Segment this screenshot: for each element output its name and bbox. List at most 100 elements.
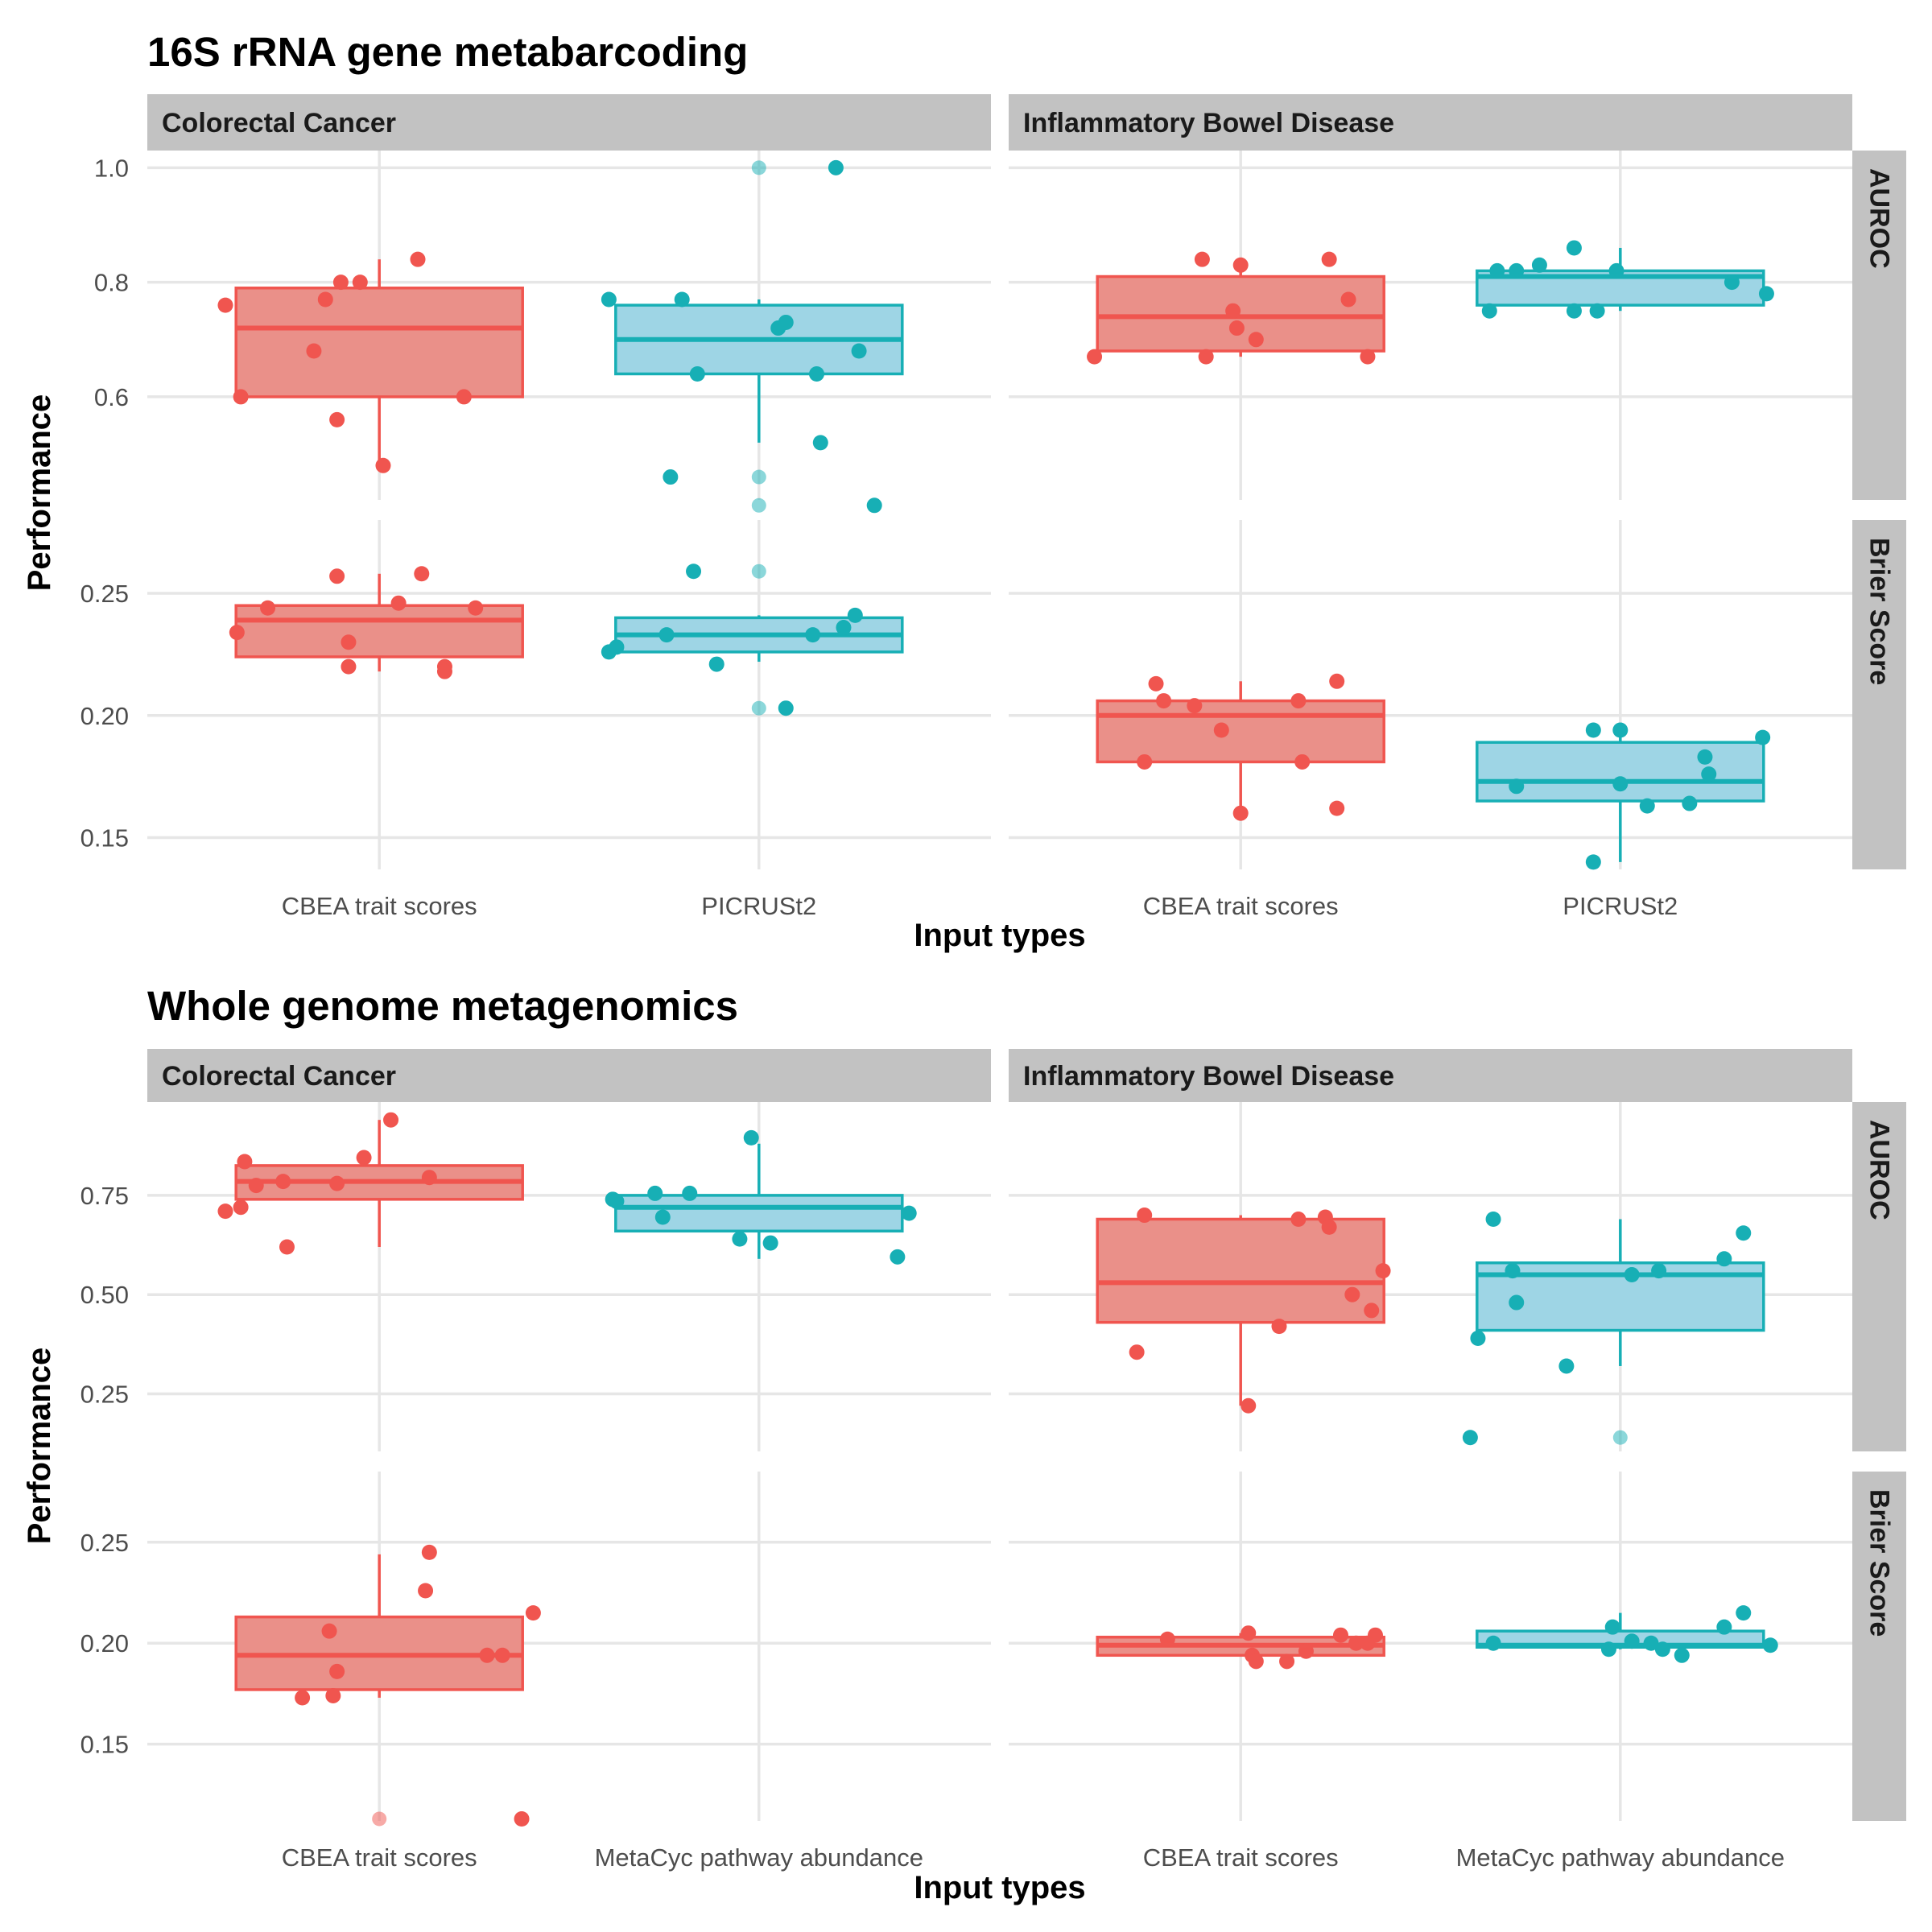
jitter-point (1624, 1633, 1640, 1649)
jitter-point (1470, 1330, 1486, 1346)
x-axis-title: Input types (914, 918, 1085, 953)
jitter-point (743, 1129, 759, 1146)
jitter-point (233, 1199, 249, 1216)
jitter-point (1194, 251, 1210, 267)
y-tick-label: 0.8 (94, 269, 129, 297)
jitter-point (306, 343, 322, 359)
jitter-point (1600, 1641, 1616, 1657)
facet-panel (147, 497, 991, 869)
x-tick-label: MetaCyc pathway abundance (1456, 1843, 1785, 1872)
y-tick-label: 0.25 (80, 1380, 129, 1408)
outlier-point (751, 469, 766, 485)
jitter-point (686, 564, 702, 580)
jitter-point (1348, 1635, 1364, 1651)
jitter-point (1329, 673, 1345, 689)
x-tick-label: CBEA trait scores (1143, 1843, 1339, 1872)
jitter-point (1248, 332, 1264, 348)
jitter-point (1137, 753, 1153, 770)
jitter-point (479, 1647, 495, 1663)
jitter-point (778, 700, 794, 716)
jitter-point (1344, 1286, 1360, 1302)
jitter-point (1271, 1319, 1287, 1335)
x-tick-label: CBEA trait scores (1143, 892, 1339, 920)
jitter-point (1248, 1653, 1264, 1670)
jitter-point (1654, 1641, 1670, 1657)
jitter-point (1585, 854, 1601, 870)
jitter-point (279, 1239, 295, 1255)
outlier-point (372, 1811, 387, 1827)
jitter-point (352, 275, 368, 291)
y-tick-label: 0.25 (80, 580, 129, 608)
jitter-point (1321, 1219, 1337, 1235)
jitter-point (1716, 1619, 1732, 1635)
jitter-point (1639, 798, 1655, 814)
jitter-point (762, 1235, 778, 1251)
jitter-point (418, 1583, 434, 1599)
jitter-point (1290, 693, 1307, 709)
jitter-point (682, 1185, 698, 1201)
jitter-point (1137, 1208, 1153, 1224)
y-tick-label: 0.15 (80, 824, 129, 852)
jitter-point (663, 469, 679, 485)
jitter-point (1087, 349, 1103, 365)
jitter-point (1612, 776, 1629, 792)
jitter-point (1489, 262, 1505, 279)
jitter-point (1566, 240, 1582, 256)
jitter-point (647, 1185, 663, 1201)
jitter-point (414, 566, 430, 582)
jitter-point (601, 291, 617, 308)
jitter-point (828, 159, 844, 175)
jitter-point (233, 389, 249, 405)
jitter-point (329, 1663, 345, 1679)
jitter-point (1701, 766, 1717, 782)
jitter-point (1509, 262, 1525, 279)
jitter-point (689, 365, 705, 382)
jitter-point (1198, 349, 1214, 365)
jitter-point (321, 1623, 337, 1639)
jitter-point (1716, 1251, 1732, 1267)
jitter-point (237, 1154, 253, 1170)
jitter-point (514, 1810, 530, 1827)
jitter-point (609, 1193, 625, 1209)
facet-panel (1009, 520, 1852, 870)
facet-strip-label: Inflammatory Bowel Disease (1023, 108, 1394, 138)
box-body (1096, 1217, 1385, 1324)
jitter-point (1612, 722, 1629, 738)
facet-strip (147, 1049, 991, 1102)
jitter-point (217, 1203, 233, 1220)
jitter-point (1585, 722, 1601, 738)
jitter-point (778, 314, 794, 330)
jitter-point (1225, 303, 1241, 319)
jitter-point (421, 1544, 437, 1560)
jitter-point (1758, 286, 1774, 302)
jitter-point (1294, 753, 1311, 770)
jitter-point (1340, 291, 1356, 308)
x-tick-label: PICRUSt2 (1563, 892, 1678, 920)
jitter-point (1682, 795, 1698, 811)
jitter-point (847, 607, 863, 623)
jitter-point (1697, 749, 1713, 765)
jitter-point (341, 634, 357, 650)
jitter-point (1129, 1344, 1145, 1360)
y-axis-title: Performance (22, 394, 57, 592)
jitter-point (1321, 251, 1337, 267)
y-tick-label: 0.25 (80, 1529, 129, 1557)
jitter-point (1485, 1211, 1501, 1227)
x-tick-label: CBEA trait scores (282, 892, 477, 920)
jitter-point (1755, 729, 1771, 745)
jitter-point (1148, 675, 1164, 691)
jitter-point (1279, 1653, 1295, 1670)
jitter-point (375, 457, 391, 473)
outlier-point (751, 497, 766, 513)
facet-strip-label: Colorectal Cancer (162, 108, 396, 138)
jitter-point (295, 1690, 311, 1706)
x-tick-label: CBEA trait scores (282, 1843, 477, 1872)
jitter-point (1232, 257, 1249, 273)
row-strip (1852, 1102, 1906, 1451)
jitter-point (1485, 1635, 1501, 1651)
facet-panel (147, 1472, 991, 1827)
jitter-point (494, 1647, 510, 1663)
section-title: 16S rRNA gene metabarcoding (147, 29, 748, 75)
chart-section: Whole genome metagenomics Colorectal Canc… (22, 983, 1906, 1905)
